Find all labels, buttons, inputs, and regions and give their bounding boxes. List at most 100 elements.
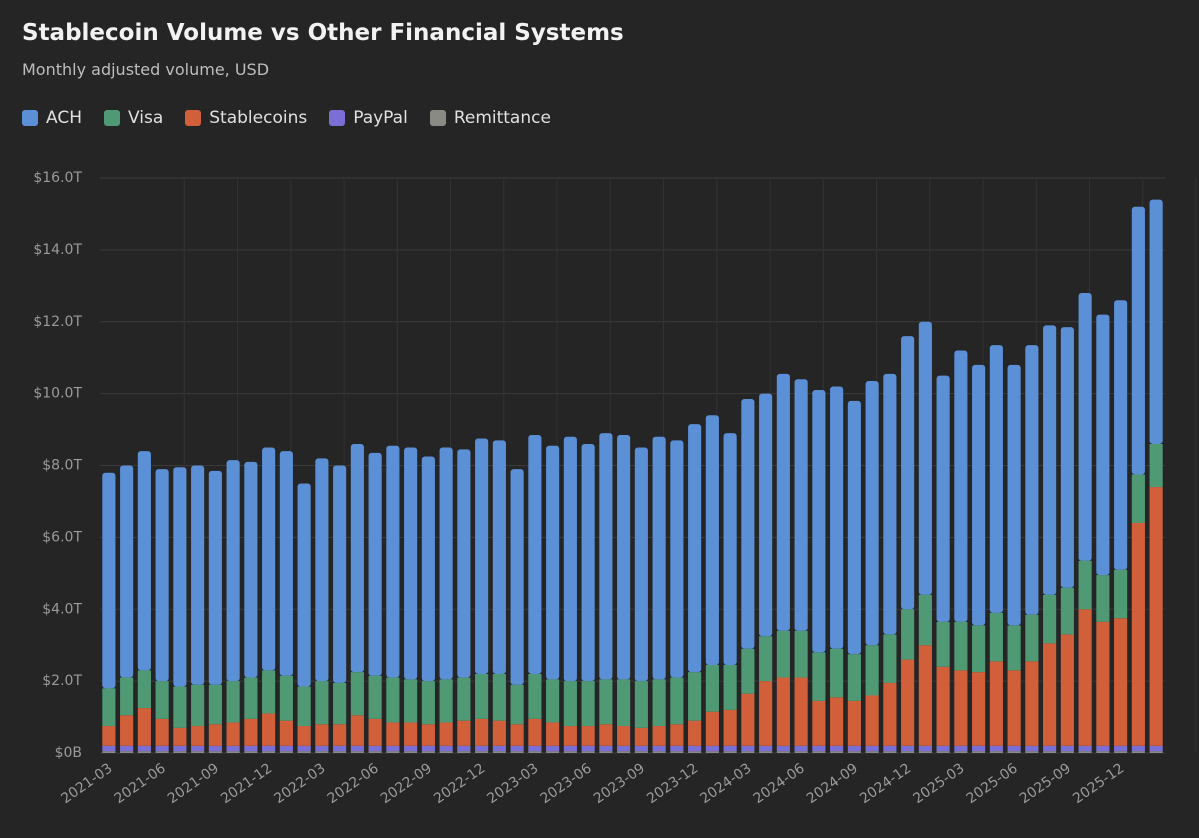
- legend-swatch: [103, 110, 120, 126]
- bar-segment: [812, 751, 826, 753]
- x-tick-label: 2024-12: [857, 760, 914, 807]
- bar-segment: [1007, 625, 1021, 671]
- y-tick-label: $2.0T: [42, 673, 82, 689]
- bar-segment: [972, 672, 986, 746]
- bar-segment: [670, 724, 684, 746]
- bar-segment: [262, 713, 276, 746]
- legend-item: Visa: [103, 108, 163, 128]
- bar-segment: [173, 727, 187, 746]
- legend-item: Stablecoins: [185, 108, 307, 128]
- bar-segment: [102, 745, 116, 752]
- bar-segment: [581, 726, 595, 746]
- bar-segment: [989, 745, 1003, 752]
- bar-segment: [244, 718, 258, 746]
- bar-segment: [1043, 594, 1057, 644]
- bar-segment: [1096, 621, 1110, 746]
- bar-segment: [759, 745, 773, 752]
- bar-segment: [1114, 618, 1128, 746]
- bar-segment: [723, 433, 737, 665]
- bar-segment: [847, 751, 861, 753]
- bar-segment: [936, 745, 950, 752]
- bar-segment: [705, 745, 719, 752]
- x-tick-label: 2022-03: [271, 760, 328, 807]
- x-tick-label: 2023-06: [538, 760, 595, 807]
- x-tick-label: 2021-06: [112, 760, 169, 807]
- bar-segment: [581, 751, 595, 753]
- bar-segment: [741, 693, 755, 746]
- bar-segment: [847, 400, 861, 655]
- bar-segment: [368, 452, 382, 676]
- bar-segment: [137, 670, 151, 709]
- bar-segment: [794, 379, 808, 631]
- bar-segment: [226, 751, 240, 753]
- bar-segment: [1025, 751, 1039, 753]
- bar-segment: [883, 682, 897, 746]
- bar-segment: [812, 390, 826, 653]
- bar-segment: [546, 745, 560, 752]
- bar-segment: [315, 724, 329, 746]
- bar-segment: [1078, 751, 1092, 753]
- bar-segment: [652, 436, 666, 680]
- bar-segment: [1043, 745, 1057, 752]
- bar-segment: [173, 467, 187, 687]
- bar-segment: [617, 751, 631, 753]
- legend-swatch: [429, 110, 446, 126]
- y-tick-label: $0B: [55, 745, 82, 761]
- bar-segment: [510, 684, 524, 725]
- bar-segment: [546, 679, 560, 723]
- bar-segment: [120, 465, 134, 678]
- bar-segment: [333, 745, 347, 752]
- bar-segment: [1096, 751, 1110, 753]
- y-tick-label: $12.0T: [33, 314, 82, 330]
- bar-segment: [1078, 293, 1092, 561]
- bar-segment: [457, 751, 471, 753]
- bar-segment: [510, 469, 524, 685]
- bar-segment: [1007, 670, 1021, 746]
- bar-segment: [102, 688, 116, 727]
- bar-segment: [1149, 487, 1163, 746]
- bar-segment: [759, 636, 773, 682]
- bar-segment: [510, 745, 524, 752]
- bar-segment: [865, 695, 879, 746]
- bar-segment: [208, 751, 222, 753]
- bar-segment: [102, 472, 116, 689]
- bar-segment: [741, 745, 755, 752]
- x-tick-label: 2021-12: [218, 760, 275, 807]
- bar-segment: [1131, 474, 1145, 523]
- bar-segment: [421, 681, 435, 725]
- legend-item: ACH: [22, 108, 82, 128]
- bar-segment: [492, 751, 506, 753]
- bar-segment: [386, 745, 400, 752]
- bar-segment: [155, 681, 169, 719]
- bar-segment: [439, 722, 453, 746]
- bar-segment: [102, 751, 116, 753]
- bar-segment: [1096, 575, 1110, 622]
- bar-segment: [421, 745, 435, 752]
- bar-segment: [581, 681, 595, 727]
- bar-segment: [883, 634, 897, 683]
- bar-segment: [120, 745, 134, 752]
- bar-segment: [244, 677, 258, 719]
- bar-segment: [1149, 745, 1163, 752]
- bar-segment: [1043, 751, 1057, 753]
- bar-segment: [1043, 643, 1057, 746]
- bar-segment: [830, 751, 844, 753]
- bar-segment: [350, 672, 364, 716]
- bar-segment: [528, 434, 542, 674]
- bar-segment: [883, 373, 897, 635]
- x-tick-label: 2025-12: [1070, 760, 1127, 807]
- bar-segment: [954, 621, 968, 671]
- bar-segment: [333, 724, 347, 746]
- bar-segment: [830, 386, 844, 649]
- bar-segment: [1131, 523, 1145, 746]
- y-tick-label: $14.0T: [33, 242, 82, 258]
- bar-segment: [1078, 560, 1092, 610]
- bar-segment: [617, 726, 631, 746]
- bar-segment: [350, 745, 364, 752]
- bar-segment: [670, 751, 684, 753]
- bar-segment: [918, 645, 932, 746]
- bar-segment: [244, 751, 258, 753]
- bar-segment: [794, 745, 808, 752]
- bar-segment: [563, 436, 577, 682]
- bar-segment: [1007, 364, 1021, 626]
